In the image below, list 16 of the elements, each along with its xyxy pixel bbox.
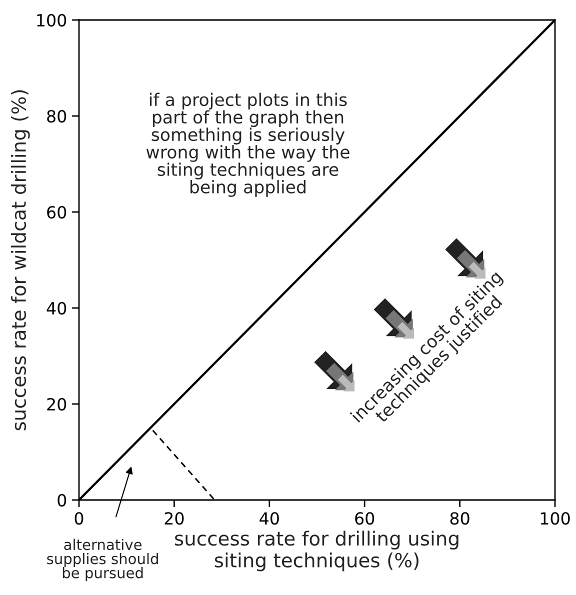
x-tick-label: 80 bbox=[450, 512, 470, 525]
y-tick-label: 40 bbox=[46, 302, 66, 315]
x-tick-label: 60 bbox=[355, 512, 374, 525]
x-tick-label: 100 bbox=[540, 512, 570, 525]
y-axis-title: success rate for wildcat drilling (%) bbox=[11, 90, 30, 430]
annotation: if a project plots in this part of the graph then something is seriously wrong with the way the siting techniques are being applied bbox=[146, 92, 350, 197]
y-tick-label: 0 bbox=[58, 494, 66, 507]
x-tick-label: 0 bbox=[74, 512, 84, 525]
y-tick-label: 100 bbox=[37, 14, 66, 27]
y-tick-label: 80 bbox=[47, 110, 66, 123]
y-tick-label: 60 bbox=[47, 206, 66, 219]
y-tick-label: 20 bbox=[47, 398, 66, 411]
text: alternative supplies should be pursued bbox=[47, 538, 158, 582]
x-tick-label: 20 bbox=[164, 512, 184, 525]
x-tick-label: 40 bbox=[260, 512, 279, 525]
x-axis-title: success rate for drilling using siting techniques (%) bbox=[174, 530, 458, 572]
